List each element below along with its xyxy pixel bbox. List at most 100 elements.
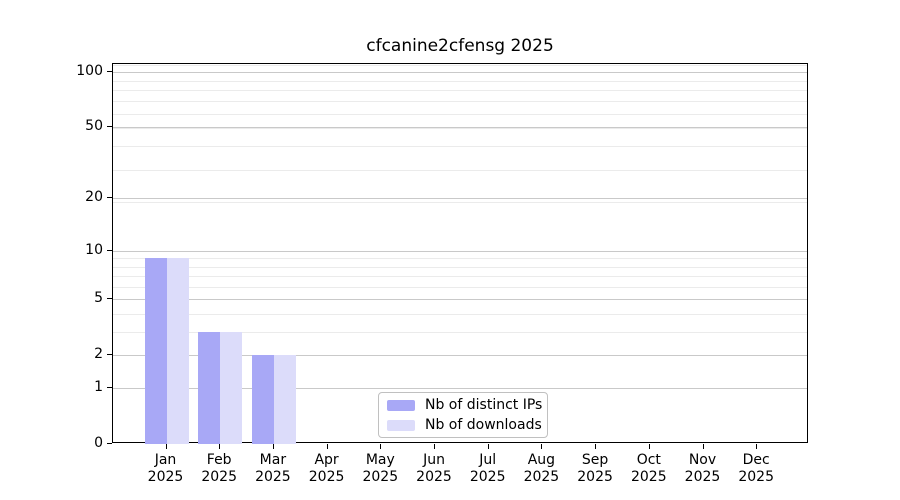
legend: Nb of distinct IPs Nb of downloads (378, 392, 548, 438)
gridline-major (113, 388, 807, 390)
x-tick-label-jan: Jan 2025 (126, 452, 206, 486)
y-tick-label: 1 (94, 379, 103, 396)
gridline-minor (113, 128, 807, 130)
y-tick-mark (107, 443, 112, 444)
bar-distinct-ips-feb (198, 332, 221, 444)
gridline-minor (113, 64, 807, 66)
legend-swatch-1 (387, 419, 415, 431)
bar-distinct-ips-mar (251, 355, 274, 444)
x-tick-year: 2025 (738, 469, 774, 485)
gridline-minor (113, 101, 807, 103)
y-tick-label: 5 (94, 290, 103, 307)
y-tick-mark (107, 249, 112, 251)
gridline-major (113, 299, 807, 301)
y-tick-label: 100 (76, 62, 103, 79)
x-tick-year: 2025 (469, 469, 506, 485)
x-tick-month: Aug (527, 452, 556, 468)
x-tick-mark (434, 444, 435, 449)
x-tick-month: Nov (688, 452, 717, 468)
x-tick-year: 2025 (201, 469, 237, 485)
x-tick-label-may: May 2025 (340, 452, 420, 486)
y-tick-label: 20 (85, 189, 103, 206)
gridline-major (113, 355, 807, 357)
legend-swatch-0 (387, 399, 415, 411)
x-tick-year: 2025 (523, 469, 560, 485)
y-tick-label: 50 (85, 117, 103, 134)
x-tick-mark (326, 444, 328, 449)
x-tick-label-mar: Mar 2025 (233, 452, 313, 486)
y-tick-label: 0 (94, 435, 103, 451)
x-tick-mark (648, 444, 650, 449)
x-tick-mark (541, 444, 543, 449)
y-tick-mark (107, 298, 112, 300)
x-tick-year: 2025 (630, 469, 667, 485)
gridline-minor (113, 258, 807, 260)
gridline-minor (113, 314, 807, 316)
gridline-minor (113, 332, 807, 334)
x-tick-label-feb: Feb 2025 (179, 452, 259, 486)
x-tick-year: 2025 (362, 469, 399, 485)
bar-downloads-jan (166, 258, 189, 444)
x-tick-label-oct: Oct 2025 (609, 452, 689, 486)
x-tick-month: May (365, 452, 395, 468)
gridline-major (113, 126, 807, 128)
gridline-minor (113, 266, 807, 268)
legend-label-distinct-ips: Nb of distinct IPs (425, 397, 543, 413)
gridline-minor (113, 146, 807, 148)
x-tick-month: Mar (259, 452, 287, 468)
x-tick-month: Dec (742, 452, 770, 468)
bar-downloads-feb (220, 332, 243, 444)
bar-distinct-ips-jan (144, 258, 167, 444)
gridline-minor (113, 287, 807, 288)
y-tick-label: 2 (94, 346, 103, 363)
gridline-minor (113, 80, 807, 82)
x-tick-month: Apr (314, 452, 339, 468)
gridline-major (113, 198, 807, 200)
gridline-minor (113, 202, 807, 204)
x-tick-month: Jul (479, 452, 497, 468)
x-tick-label-jul: Jul 2025 (448, 452, 528, 486)
x-tick-year: 2025 (416, 469, 452, 485)
x-tick-year: 2025 (684, 469, 721, 485)
x-tick-mark (595, 444, 597, 449)
x-tick-mark (165, 444, 167, 449)
y-tick-mark (107, 70, 112, 72)
gridline-minor (113, 276, 807, 278)
x-tick-mark (487, 444, 489, 449)
x-tick-mark (219, 444, 221, 449)
x-tick-label-aug: Aug 2025 (501, 452, 581, 486)
gridline-minor (113, 169, 807, 171)
x-tick-year: 2025 (255, 469, 291, 485)
x-tick-month: Jan (154, 452, 177, 468)
x-tick-year: 2025 (147, 469, 184, 485)
x-tick-month: Jun (423, 452, 445, 468)
chart-title: cfcanine2cfensg 2025 (366, 36, 554, 56)
legend-entry-downloads: Nb of downloads (387, 417, 547, 433)
y-tick-mark (107, 354, 112, 356)
plot-area (112, 63, 808, 444)
y-tick-mark (107, 125, 112, 127)
x-tick-mark (272, 444, 274, 449)
x-tick-mark (380, 444, 382, 449)
gridline-major (113, 250, 807, 252)
y-tick-mark (107, 197, 112, 199)
x-tick-label-nov: Nov 2025 (663, 452, 743, 486)
bar-downloads-mar (273, 355, 296, 444)
gridline-minor (113, 113, 807, 115)
x-tick-year: 2025 (308, 469, 345, 485)
x-tick-label-jun: Jun 2025 (394, 452, 474, 486)
legend-entry-distinct-ips: Nb of distinct IPs (387, 397, 547, 413)
x-tick-mark (702, 444, 704, 449)
x-tick-label-dec: Dec 2025 (716, 452, 796, 486)
gridline-minor (113, 72, 807, 74)
x-tick-month: Sep (581, 452, 609, 468)
x-tick-mark (756, 444, 758, 449)
gridline-major (113, 71, 807, 73)
gridline-minor (113, 90, 807, 92)
x-tick-label-apr: Apr 2025 (287, 452, 367, 486)
legend-label-downloads: Nb of downloads (425, 417, 542, 433)
y-tick-label: 10 (85, 241, 103, 258)
x-tick-year: 2025 (577, 469, 613, 485)
x-tick-month: Oct (636, 452, 661, 468)
